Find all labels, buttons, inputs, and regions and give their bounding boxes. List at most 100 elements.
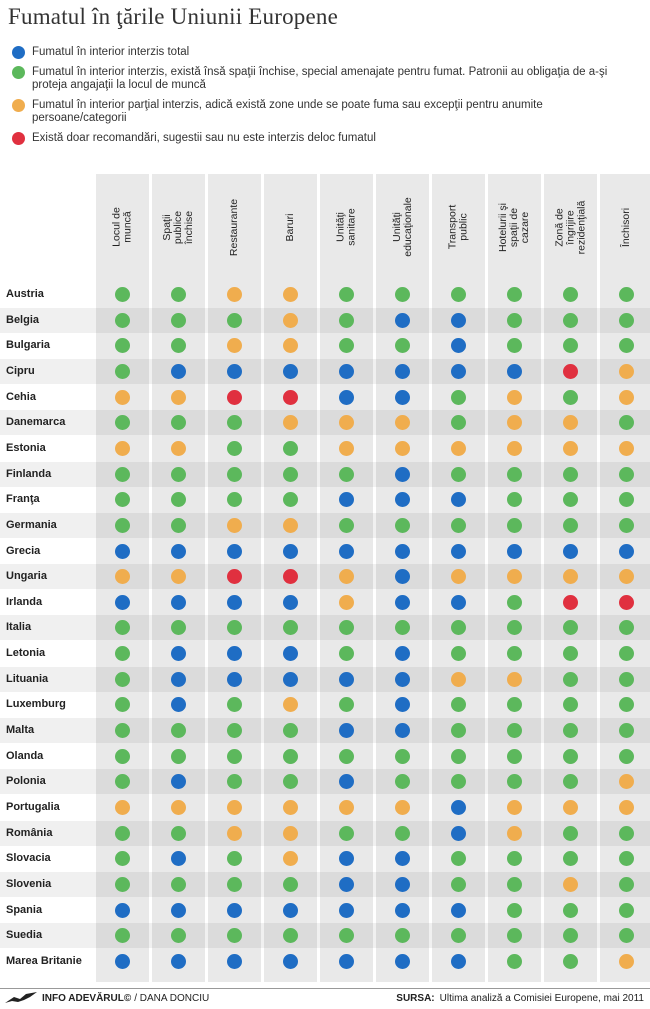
legend-item-orange: Fumatul în interior parţial interzis, ad… bbox=[12, 99, 632, 125]
status-dot-orange bbox=[619, 800, 634, 815]
status-dot-green bbox=[283, 723, 298, 739]
status-dot-green bbox=[227, 620, 242, 636]
table-row: Portugalia bbox=[0, 795, 650, 820]
table-row: Luxemburg bbox=[0, 692, 650, 717]
status-dot-green bbox=[339, 825, 354, 841]
status-dot-green bbox=[563, 748, 578, 764]
country-name: Cipru bbox=[6, 364, 35, 377]
status-dot-green bbox=[563, 646, 578, 662]
status-dot-green bbox=[451, 466, 466, 482]
status-dot-green bbox=[619, 415, 634, 431]
status-dot-red bbox=[563, 363, 578, 379]
status-dot-blue bbox=[171, 594, 186, 610]
status-dot-orange bbox=[451, 569, 466, 585]
status-dot-green bbox=[619, 312, 634, 328]
status-dot-green bbox=[283, 928, 298, 944]
status-dot-green bbox=[507, 517, 522, 533]
status-dot-green bbox=[171, 620, 186, 636]
footer-author: / DANA DONCIU bbox=[134, 992, 210, 1004]
status-dot-orange bbox=[339, 415, 354, 431]
status-dot-green bbox=[451, 748, 466, 764]
status-dot-green bbox=[451, 723, 466, 739]
status-dot-green bbox=[171, 517, 186, 533]
status-dot-green bbox=[115, 415, 130, 431]
column-header: Zonă de îngrijire rezidenţială bbox=[544, 174, 597, 280]
column-header: Transport public bbox=[432, 174, 485, 280]
status-dot-green bbox=[171, 287, 186, 302]
status-dot-blue bbox=[451, 492, 466, 508]
status-dot-orange bbox=[283, 415, 298, 431]
table-row: Ungaria bbox=[0, 564, 650, 590]
country-name: Luxemburg bbox=[6, 698, 66, 711]
status-dot-orange bbox=[563, 440, 578, 456]
status-dot-blue bbox=[395, 953, 410, 969]
status-dot-green bbox=[227, 440, 242, 456]
status-dot-blue bbox=[227, 902, 242, 918]
status-dot-orange bbox=[283, 338, 298, 354]
status-dot-green bbox=[563, 312, 578, 328]
country-name: Lituania bbox=[6, 672, 49, 685]
status-dot-orange bbox=[451, 671, 466, 687]
status-dot-green bbox=[395, 748, 410, 764]
status-dot-blue bbox=[171, 774, 186, 790]
status-dot-red bbox=[563, 594, 578, 610]
status-dot-orange bbox=[563, 876, 578, 892]
column-header-label: Restaurante bbox=[228, 198, 241, 256]
status-dot-green bbox=[115, 363, 130, 379]
table-row: Olanda bbox=[0, 744, 650, 769]
status-dot-orange bbox=[395, 415, 410, 431]
status-dot-blue bbox=[395, 363, 410, 379]
country-name: Malta bbox=[6, 724, 35, 737]
country-name: Grecia bbox=[6, 544, 41, 557]
status-dot-green bbox=[115, 620, 130, 636]
status-dot-green bbox=[283, 876, 298, 892]
status-dot-green bbox=[563, 953, 578, 969]
status-dot-green bbox=[451, 697, 466, 713]
status-dot-green bbox=[395, 287, 410, 302]
status-dot-orange bbox=[395, 440, 410, 456]
status-dot-orange bbox=[283, 312, 298, 328]
status-dot-orange bbox=[507, 825, 522, 841]
status-dot-green bbox=[507, 928, 522, 944]
country-name: Belgia bbox=[6, 313, 40, 326]
status-dot-green bbox=[115, 646, 130, 662]
status-dot-green bbox=[227, 466, 242, 482]
status-dot-blue bbox=[227, 543, 242, 559]
status-dot-green bbox=[507, 697, 522, 713]
table-row: Letonia bbox=[0, 641, 650, 666]
country-name: Franţa bbox=[6, 493, 40, 506]
status-dot-blue bbox=[115, 594, 130, 610]
status-dot-orange bbox=[619, 389, 634, 405]
status-dot-green bbox=[451, 774, 466, 790]
column-header-label: Spaţii publice închise bbox=[161, 210, 195, 244]
status-dot-green bbox=[619, 646, 634, 662]
status-dot-green bbox=[619, 723, 634, 739]
table-row: Irlanda bbox=[0, 590, 650, 615]
column-header: Restaurante bbox=[208, 174, 261, 280]
status-dot-blue bbox=[115, 902, 130, 918]
country-name: Austria bbox=[6, 288, 44, 300]
country-name: Slovenia bbox=[6, 877, 52, 890]
chart-title: Fumatul în ţările Uniunii Europene bbox=[8, 4, 339, 29]
status-dot-orange bbox=[227, 338, 242, 354]
status-dot-green bbox=[115, 697, 130, 713]
legend-label: Fumatul în interior interzis total bbox=[32, 46, 190, 58]
status-dot-green bbox=[563, 928, 578, 944]
status-dot-orange bbox=[283, 851, 298, 867]
status-dot-blue bbox=[395, 312, 410, 328]
column-header: Unităţi educaţionale bbox=[376, 174, 429, 280]
status-dot-blue bbox=[283, 953, 298, 969]
status-dot-green bbox=[339, 928, 354, 944]
status-dot-green bbox=[227, 723, 242, 739]
status-dot-green bbox=[619, 876, 634, 892]
status-dot-green bbox=[115, 825, 130, 841]
status-dot-orange bbox=[227, 287, 242, 302]
status-dot-green bbox=[619, 492, 634, 508]
status-dot-blue bbox=[451, 543, 466, 559]
status-dot-green bbox=[563, 389, 578, 405]
status-dot-blue bbox=[171, 697, 186, 713]
column-header: Închisori bbox=[600, 174, 650, 280]
status-dot-blue bbox=[395, 902, 410, 918]
country-name: Slovacia bbox=[6, 852, 51, 865]
status-dot-blue bbox=[227, 594, 242, 610]
